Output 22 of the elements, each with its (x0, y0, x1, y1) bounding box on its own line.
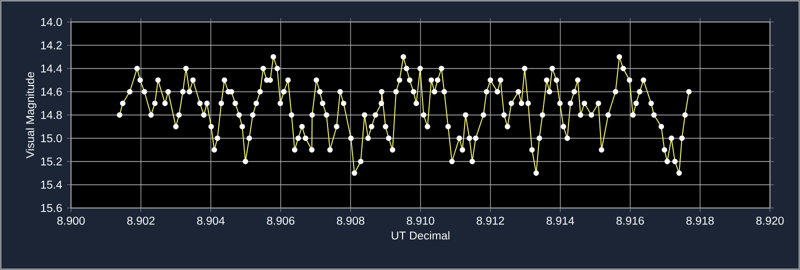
x-tick-label: 8.900 (57, 216, 85, 225)
y-tick-label: 14.4 (41, 64, 62, 72)
x-tick-label: 8.906 (267, 216, 294, 225)
x-tick-label: 8.920 (756, 216, 784, 225)
x-tick-label: 8.910 (406, 216, 434, 225)
x-tick-label: 8.914 (546, 216, 574, 225)
y-tick-label: 14.8 (41, 110, 62, 119)
y-tick-label: 15.4 (41, 180, 62, 189)
x-tick-label: 8.916 (616, 216, 644, 225)
y-tick-label: 14.0 (41, 18, 62, 26)
x-tick-label: 8.908 (336, 216, 364, 225)
y-tick-label: 15.6 (41, 204, 62, 212)
y-tick-label: 15.0 (41, 134, 62, 142)
x-tick-label: 8.902 (127, 216, 155, 225)
y-tick-label: 14.6 (41, 88, 62, 96)
y-axis-title: Visual Magnitude (26, 72, 36, 158)
y-tick-label: 15.2 (41, 157, 62, 166)
x-axis-title: UT Decimal (392, 231, 450, 240)
x-tick-label: 8.912 (476, 216, 504, 225)
x-tick-label: 8.918 (686, 216, 714, 225)
x-tick-label: 8.904 (197, 216, 225, 225)
y-tick-label: 14.2 (41, 41, 62, 50)
